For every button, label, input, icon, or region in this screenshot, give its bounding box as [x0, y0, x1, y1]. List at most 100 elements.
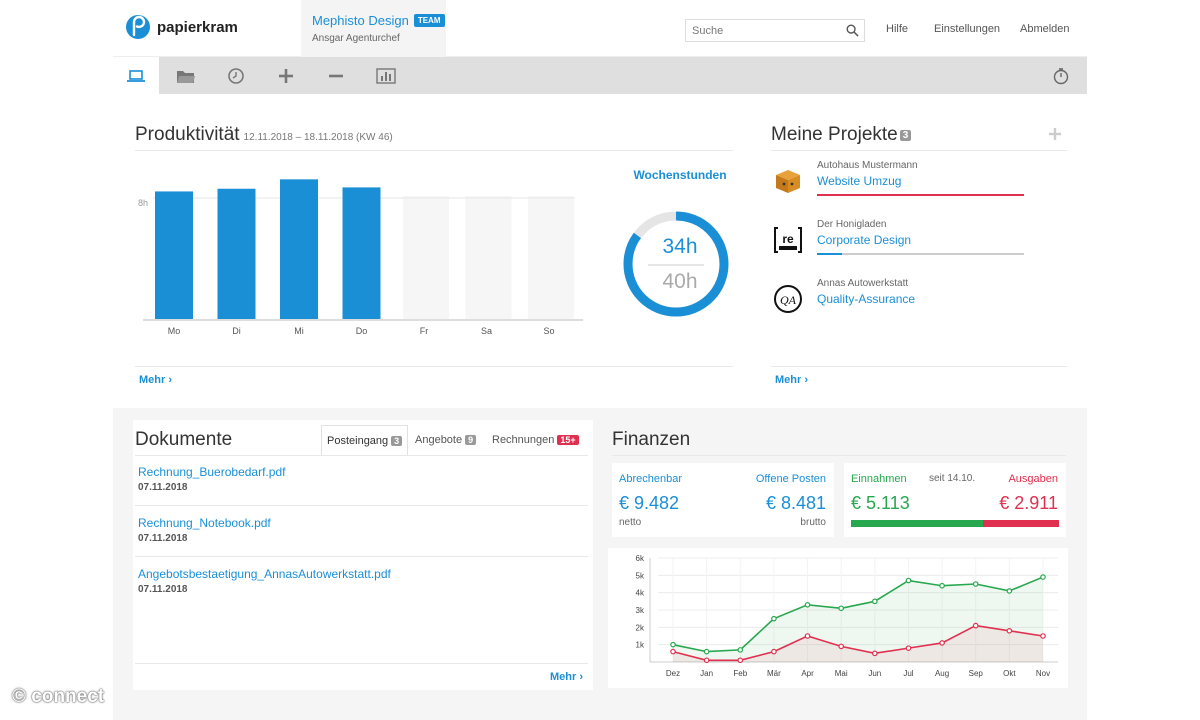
data-point-einnahmen[interactable]: [1006, 588, 1013, 594]
documents-panel: [133, 420, 593, 690]
income-expense-card[interactable]: Einnahmen seit 14.10. Ausgaben € 5.113 €…: [844, 463, 1066, 537]
add-project-icon[interactable]: [1048, 127, 1062, 141]
project-name[interactable]: Website Umzug: [817, 174, 902, 188]
company-name: Mephisto Design: [312, 13, 409, 28]
data-point-einnahmen[interactable]: [670, 641, 676, 648]
watermark: © connect: [12, 686, 105, 707]
project-item[interactable]: re Der Honigladen Corporate Design: [773, 219, 1025, 269]
divider: [135, 663, 588, 664]
help-link[interactable]: Hilfe: [886, 23, 909, 35]
data-point-ausgaben[interactable]: [939, 640, 945, 646]
bar-di[interactable]: [217, 188, 256, 319]
hours-target: 40h: [662, 270, 698, 293]
document-item[interactable]: Rechnung_Buerobedarf.pdf 07.11.2018: [138, 465, 588, 493]
document-date: 07.11.2018: [138, 533, 188, 544]
document-item[interactable]: Angebotsbestaetigung_AnnasAutowerkstatt.…: [138, 567, 588, 595]
documents-more-link[interactable]: Mehr ›: [550, 671, 583, 683]
divider: [771, 150, 1067, 151]
expenses-tab[interactable]: [313, 57, 359, 94]
project-client: Annas Autowerkstatt: [817, 278, 909, 289]
day-label: Mi: [294, 326, 304, 336]
tab-invoices[interactable]: Rechnungen 15+: [487, 425, 584, 455]
bar-mi[interactable]: [280, 179, 318, 319]
project-client: Der Honigladen: [817, 219, 887, 230]
re-design-logo: re: [774, 227, 802, 253]
reports-tab[interactable]: [363, 57, 409, 94]
project-item[interactable]: QA Annas Autowerkstatt Quality-Assurance: [773, 278, 1025, 328]
bar-mo[interactable]: [155, 191, 193, 319]
target-label: 8h: [138, 198, 148, 208]
data-point-ausgaben[interactable]: [1006, 628, 1013, 634]
app-logo[interactable]: papierkram: [125, 14, 238, 40]
data-point-einnahmen[interactable]: [1040, 574, 1046, 580]
bar-do[interactable]: [342, 187, 381, 319]
laptop-icon: [127, 70, 145, 82]
logout-link[interactable]: Abmelden: [1020, 23, 1070, 35]
stopwatch-icon: [1053, 67, 1069, 84]
data-point-ausgaben[interactable]: [972, 622, 979, 629]
series-area-einnahmen: [673, 577, 1043, 662]
company-switcher[interactable]: Mephisto Design TEAM Ansgar Agenturchef: [301, 0, 446, 57]
document-name[interactable]: Rechnung_Notebook.pdf: [138, 516, 271, 530]
income-label: Einnahmen: [851, 473, 907, 485]
documents-tab[interactable]: [163, 57, 209, 94]
day-label: Fr: [420, 326, 429, 336]
project-name[interactable]: Corporate Design: [817, 233, 912, 247]
data-point-einnahmen[interactable]: [703, 648, 710, 655]
documents-title: Dokumente: [135, 429, 233, 450]
document-item[interactable]: Rechnung_Notebook.pdf 07.11.2018: [138, 516, 588, 544]
day-label: Sa: [481, 326, 492, 336]
day-label: Do: [356, 326, 368, 336]
time-tracking-tab[interactable]: [213, 57, 259, 94]
timer-button[interactable]: [1038, 57, 1084, 94]
billable-card[interactable]: Abrechenbar Offene Posten € 9.482 € 8.48…: [612, 463, 834, 537]
settings-link[interactable]: Einstellungen: [934, 23, 1001, 35]
tab-label: Angebote: [415, 434, 463, 446]
data-point-ausgaben[interactable]: [737, 657, 744, 664]
tab-offers[interactable]: Angebote 9: [410, 425, 481, 455]
series-area-ausgaben: [673, 625, 1043, 662]
expense-value: € 2.911: [999, 493, 1058, 513]
data-point-ausgaben[interactable]: [703, 657, 710, 664]
document-name[interactable]: Angebotsbestaetigung_AnnasAutowerkstatt.…: [138, 567, 391, 581]
date-range: 12.11.2018 – 18.11.2018 (KW 46): [243, 132, 393, 143]
day-background: [528, 196, 574, 319]
data-point-einnahmen[interactable]: [939, 582, 945, 589]
document-date: 07.11.2018: [138, 584, 188, 595]
tab-inbox[interactable]: Posteingang 3: [321, 425, 409, 455]
chart-background: [608, 548, 1068, 688]
qa-logo: QA: [774, 285, 802, 313]
hours-done: 34h: [662, 235, 698, 258]
data-point-einnahmen[interactable]: [905, 577, 912, 584]
project-item[interactable]: Autohaus Mustermann Website Umzug: [773, 160, 1025, 210]
data-point-einnahmen[interactable]: [737, 647, 744, 653]
data-point-einnahmen[interactable]: [838, 605, 844, 612]
data-point-ausgaben[interactable]: [1040, 633, 1046, 639]
data-point-einnahmen[interactable]: [771, 615, 777, 622]
productivity-heading: Produktivität: [135, 124, 240, 145]
projects-heading: Meine Projekte: [771, 124, 898, 145]
data-point-ausgaben[interactable]: [905, 645, 912, 651]
weekly-hours-ring: [623, 211, 729, 317]
data-point-einnahmen[interactable]: [972, 581, 979, 587]
finance-line-chart: 1k 2k 3k 4k 5k 6k Dez Jan Feb Mär Apr Mai Jun Jul Aug S…: [608, 548, 1068, 688]
data-point-ausgaben[interactable]: [838, 643, 844, 650]
x-tick-label: Jul: [903, 669, 913, 678]
search-input[interactable]: [686, 20, 836, 41]
dashboard-tab[interactable]: [113, 57, 159, 95]
y-tick-label: 2k: [636, 623, 645, 632]
data-point-ausgaben[interactable]: [771, 648, 777, 655]
project-progress-track: [817, 194, 1024, 196]
divider: [135, 150, 733, 151]
project-name[interactable]: Quality-Assurance: [817, 292, 916, 306]
income-tab[interactable]: [263, 57, 309, 94]
data-point-ausgaben[interactable]: [804, 633, 811, 639]
productivity-more-link[interactable]: Mehr ›: [139, 374, 172, 386]
data-point-ausgaben[interactable]: [670, 648, 676, 655]
data-point-einnahmen[interactable]: [872, 598, 878, 605]
document-name[interactable]: Rechnung_Buerobedarf.pdf: [138, 465, 286, 479]
search-icon[interactable]: [846, 24, 859, 37]
data-point-einnahmen[interactable]: [804, 601, 811, 608]
projects-more-link[interactable]: Mehr ›: [775, 374, 808, 386]
data-point-ausgaben[interactable]: [872, 650, 878, 657]
